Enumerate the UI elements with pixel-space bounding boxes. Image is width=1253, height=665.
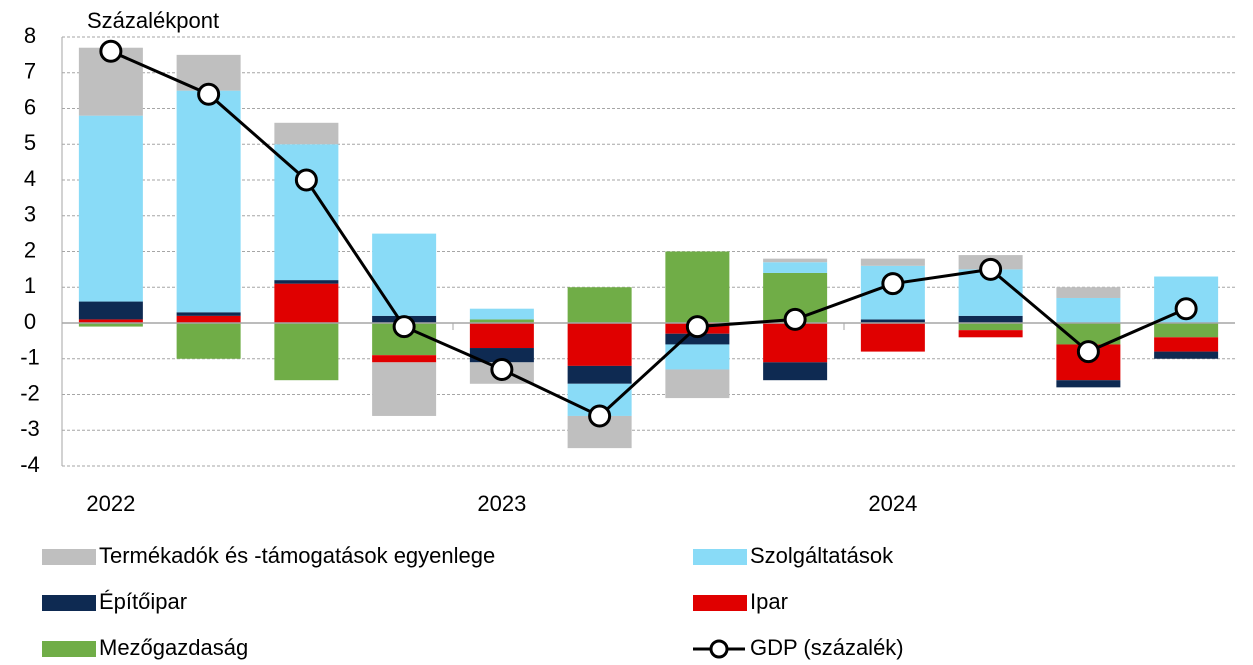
line [110,49,1187,418]
bar-segment [958,323,1023,331]
bar-segment [372,362,437,416]
y-tick-label: 7 [24,59,36,84]
legend-swatch [42,595,96,611]
bar-segment [567,365,632,384]
legend-swatch [42,549,96,565]
bar-segment [763,362,828,381]
bar-segment [274,283,339,323]
legend-swatch [693,595,747,611]
bar-segment [665,251,730,323]
y-tick-label: -3 [20,416,40,441]
bar-segment [665,344,730,370]
y-axis-label: Százalékpont [87,8,219,33]
bar-segment [1056,287,1121,298]
y-tick-label: 5 [24,130,36,155]
line-marker [685,315,709,339]
bar-segment [763,262,828,273]
bar-segment [469,323,534,349]
bar-segment [958,330,1023,338]
legend-label: Szolgáltatások [750,543,894,568]
bar-segment [1154,337,1219,352]
bar-segment [860,323,925,352]
bar-segment [567,287,632,323]
legend-label: GDP (százalék) [750,635,904,660]
bar-segment [176,323,241,359]
y-tick-label: 8 [24,23,36,48]
bar-segment [860,258,925,266]
bar-segment [469,308,534,320]
bar-segment [665,333,730,345]
bar-segment [665,369,730,399]
bar-segment [1154,351,1219,359]
bar-segment [176,312,241,316]
bar-segment [469,348,534,363]
bar-segment [274,323,339,381]
legend-label: Ipar [750,589,788,614]
bar-segment [1056,297,1121,323]
bar-segment [78,115,143,302]
legend-label: Építőipar [99,589,187,614]
y-tick-label: 2 [24,237,36,262]
line-marker [881,272,905,296]
bar-segment [176,315,241,323]
line-marker [294,168,318,192]
bar-segment [958,315,1023,323]
line-marker [490,357,514,381]
bar-segment [1056,380,1121,388]
legend-label: Termékadók és -támogatások egyenlege [99,543,495,568]
line-marker [392,315,416,339]
y-tick-label: -4 [20,452,40,477]
line-marker [588,404,612,428]
y-tick-label: 0 [24,309,36,334]
x-tick-label: 2023 [477,491,526,516]
y-tick-label: -1 [20,345,40,370]
bar-segment [274,280,339,284]
y-tick-label: 6 [24,94,36,119]
legend-swatch [709,639,729,659]
bar-segment [78,301,143,320]
bar-segment [1154,323,1219,338]
line-marker [197,82,221,106]
bar-segment [176,90,241,313]
legend-swatch [693,549,747,565]
bar-segment [763,258,828,263]
bar-segment [274,122,339,145]
bar-segment [469,319,534,323]
y-tick-label: -2 [20,380,40,405]
line-marker [99,39,123,63]
x-tick-label: 2024 [868,491,917,516]
x-tick-label: 2022 [86,491,135,516]
line-marker [783,307,807,331]
y-tick-label: 1 [24,273,36,298]
line-marker [1174,297,1198,321]
bar-segment [78,319,143,323]
legend-swatch [42,641,96,657]
bar-segment [372,355,437,363]
bar-segment [567,323,632,366]
legend-label: Mezőgazdaság [99,635,248,660]
bar-segment [860,319,925,323]
y-tick-label: 3 [24,202,36,227]
y-tick-label: 4 [24,166,36,191]
bar-segment [78,323,143,327]
line-marker [1076,340,1100,364]
bar-segment [372,233,437,316]
line-marker [979,257,1003,281]
